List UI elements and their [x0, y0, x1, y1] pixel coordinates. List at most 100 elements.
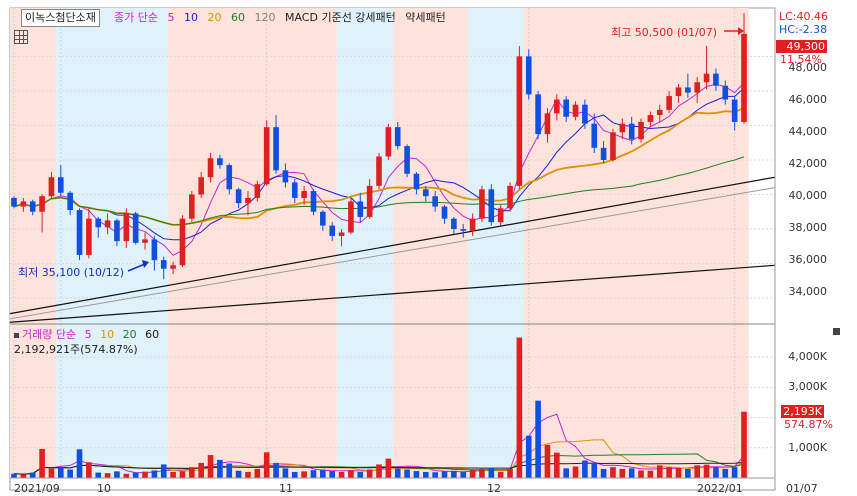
candle-body: [572, 104, 579, 117]
candle-body: [114, 220, 120, 242]
volume-bar: [675, 467, 682, 478]
shade-band: [10, 8, 57, 478]
candle-body: [67, 192, 73, 211]
volume-bar: [207, 455, 214, 478]
volume-bar: [57, 467, 64, 478]
volume-bar: [282, 468, 289, 478]
volume-bar: [619, 468, 626, 478]
candle-body: [291, 182, 298, 198]
x-label-10: 10: [97, 482, 111, 495]
candle-body: [263, 127, 270, 185]
y-label-38000: 38,000: [788, 221, 828, 234]
candle-body: [385, 127, 392, 157]
price-legend: 종가 단순 5 10 20 60 120 MACD 기준선 강세패턴 약세패턴: [114, 10, 452, 26]
candle-body: [441, 206, 448, 219]
volume-bar: [179, 471, 186, 478]
volume-bar: [357, 471, 364, 478]
volume-bar: [348, 470, 354, 478]
volume-bar: [656, 465, 663, 478]
candle-body: [432, 196, 438, 207]
candle-body: [497, 208, 504, 223]
candle-body: [207, 158, 214, 178]
trendline-ma120: [9, 187, 776, 320]
x-label-2022-01: 2022/01: [697, 482, 743, 495]
candle-body: [404, 146, 410, 174]
high-annotation: 최고 50,500 (01/07): [611, 26, 718, 39]
volume-bar: [310, 470, 317, 478]
candles[interactable]: [11, 13, 747, 280]
volume-bar: [432, 472, 438, 478]
volume-bar: [731, 467, 738, 478]
volume-bar: [338, 471, 345, 478]
candle-body: [544, 113, 551, 135]
candle-body: [142, 239, 148, 243]
change-pct: 11.54%: [780, 53, 822, 66]
shade-band: [168, 8, 337, 478]
candle-body: [95, 218, 102, 228]
legend-macd-bull: MACD 기준선 강세패턴: [284, 11, 396, 24]
trendline-support: [9, 176, 776, 315]
candle-body: [273, 127, 279, 171]
volume-bar: [114, 471, 120, 478]
legend-ma-label: 종가 단순: [114, 11, 158, 24]
candle-body: [282, 170, 289, 183]
volume-bar: [189, 467, 195, 478]
candle-body: [189, 194, 195, 219]
volume-bar: [563, 468, 569, 478]
candle-body: [235, 189, 242, 204]
vy-label-1000k: 1,000K: [788, 441, 827, 454]
vlegend-60: 60: [145, 328, 160, 341]
volume-legend: 거래량 단순 5 10 20 60: [14, 326, 164, 342]
candle-body: [554, 99, 560, 114]
volume-bar: [104, 473, 111, 478]
volume-bar: [703, 464, 710, 478]
candle-body: [460, 229, 467, 231]
volume-bar: [666, 467, 672, 478]
candle-body: [507, 185, 513, 209]
candle-body: [123, 213, 130, 242]
candle-body: [713, 73, 719, 86]
volume-value-text: 2,192,921주(574.87%): [14, 343, 138, 356]
vy-label-4000k: 4,000K: [788, 350, 827, 363]
volume-bar: [76, 449, 83, 478]
candle-body: [619, 123, 626, 133]
volume-bar: [151, 470, 158, 478]
candle-body: [48, 177, 55, 197]
volume-bar: [610, 467, 616, 478]
trendline-long: [9, 264, 776, 323]
candle-body: [703, 73, 710, 83]
volume-bar: [263, 452, 270, 478]
candle-body: [685, 87, 691, 93]
grid-lines: [10, 8, 775, 478]
shade-band: [336, 8, 394, 478]
candle-body: [86, 218, 92, 255]
panel-close-icon[interactable]: [833, 328, 840, 335]
volume-bar: [628, 468, 635, 478]
volume-bar: [544, 444, 551, 478]
x-label-11: 11: [279, 482, 293, 495]
volume-bar: [554, 452, 560, 478]
candle-body: [610, 132, 616, 160]
grid-icon[interactable]: [14, 30, 28, 44]
candle-body: [675, 87, 682, 97]
volume-bar: [685, 468, 691, 478]
vlegend-20: 20: [122, 328, 137, 341]
ticker-name-box[interactable]: 이녹스첨단소재: [21, 9, 100, 27]
volume-bar: [95, 472, 102, 478]
y-label-36000: 36,000: [788, 253, 828, 266]
candle-body: [357, 201, 364, 217]
volume-bar: [404, 469, 410, 478]
volume-bar: [488, 467, 495, 478]
y-label-46000: 46,000: [788, 93, 828, 106]
candle-body: [39, 196, 45, 212]
volume-bar: [123, 473, 130, 478]
volume-bars[interactable]: [11, 337, 747, 478]
volume-bar: [376, 464, 382, 478]
candle-body: [366, 185, 373, 217]
volume-bar: [441, 471, 448, 478]
y-label-42000: 42,000: [788, 157, 828, 170]
vlegend-10: 10: [100, 328, 115, 341]
volume-bar: [160, 464, 167, 478]
low-annotation: 최저 35,100 (10/12): [18, 266, 125, 279]
